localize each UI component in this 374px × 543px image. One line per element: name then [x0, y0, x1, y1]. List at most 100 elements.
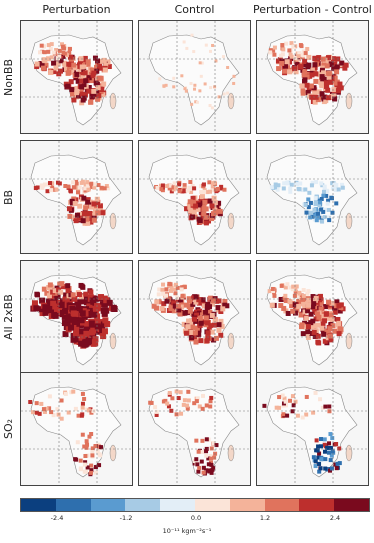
- map-cell: [211, 441, 216, 446]
- map-cell: [173, 185, 178, 190]
- map-cell: [325, 445, 330, 450]
- map-cell: [87, 210, 93, 216]
- map-cell: [200, 61, 204, 65]
- map-cell: [87, 434, 92, 439]
- map-cell: [74, 299, 81, 306]
- map-cell: [300, 415, 305, 420]
- map-cell: [316, 89, 322, 95]
- map-cell: [334, 201, 339, 206]
- map-cell: [316, 444, 321, 449]
- map-cell: [62, 62, 68, 68]
- map-cell: [310, 180, 315, 185]
- map-cell: [50, 289, 56, 295]
- map-cell: [157, 287, 162, 292]
- map-cell: [281, 186, 286, 191]
- map-cell: [208, 295, 214, 301]
- map-cell: [207, 469, 212, 474]
- map-cell: [163, 398, 168, 403]
- map-cell: [326, 74, 332, 80]
- map-cell: [326, 55, 332, 61]
- map-cell: [201, 470, 206, 475]
- map-cell: [89, 297, 96, 304]
- map-cell: [187, 199, 193, 205]
- map-cell: [299, 44, 304, 49]
- map-cell: [71, 389, 76, 394]
- map-cell: [322, 94, 328, 100]
- map-cell: [321, 193, 326, 198]
- map-cell: [48, 181, 53, 186]
- map-cell: [207, 198, 213, 204]
- map-cell: [318, 466, 323, 471]
- map-cell: [323, 404, 328, 409]
- map-cell: [83, 182, 88, 187]
- map-cell: [203, 468, 208, 473]
- map-cell: [40, 65, 46, 71]
- map-cell: [46, 293, 52, 299]
- map-cell: [84, 439, 89, 444]
- map-cell: [293, 69, 299, 75]
- map-cell: [173, 282, 178, 287]
- map-cell: [73, 331, 80, 338]
- map-cell: [340, 182, 345, 187]
- map-cell: [305, 89, 311, 95]
- map-cell: [179, 411, 184, 416]
- map-cell: [96, 75, 102, 81]
- map-cell: [192, 186, 197, 191]
- map-cell: [89, 204, 95, 210]
- continent-outline: [266, 386, 358, 478]
- map-cell: [179, 304, 185, 310]
- map-cell: [84, 445, 89, 450]
- map-cell: [70, 292, 76, 298]
- map-cell: [179, 287, 184, 292]
- map-cell: [80, 75, 86, 81]
- map-cell: [311, 301, 317, 307]
- map-cell: [41, 407, 46, 412]
- map-cell: [204, 338, 210, 344]
- map-cell: [318, 200, 323, 205]
- map-cell: [298, 181, 303, 186]
- map-cell: [189, 329, 195, 335]
- map-cell: [326, 450, 331, 455]
- map-cell: [82, 60, 88, 66]
- map-cell: [101, 301, 108, 308]
- map-cell: [72, 201, 78, 207]
- map-cell: [218, 332, 224, 338]
- map-cell: [65, 283, 71, 289]
- map-cell: [40, 185, 45, 190]
- map-cell: [207, 309, 213, 315]
- map-cell: [215, 305, 221, 311]
- map-cell: [34, 64, 40, 70]
- map-cell: [296, 298, 302, 304]
- map-cell: [160, 183, 165, 188]
- map-cell: [262, 403, 267, 408]
- map-cell: [63, 66, 69, 72]
- map-panel: [138, 372, 251, 486]
- map-cell: [318, 306, 324, 312]
- map-cell: [301, 288, 306, 293]
- map-cell: [99, 445, 104, 450]
- map-cell: [76, 320, 83, 327]
- map-cell: [93, 444, 98, 449]
- map-cell: [326, 207, 331, 212]
- map-cell: [295, 413, 300, 418]
- map-cell: [65, 46, 70, 51]
- map-cell: [314, 302, 320, 308]
- map-cell: [333, 462, 338, 467]
- map-cell: [73, 325, 80, 332]
- map-cell: [326, 71, 332, 77]
- map-cell: [63, 292, 70, 299]
- map-cell: [187, 185, 192, 190]
- map-cell: [66, 206, 72, 212]
- map-cell: [79, 180, 84, 185]
- map-cell: [304, 394, 309, 399]
- map-cell: [78, 467, 83, 472]
- map-cell: [96, 183, 101, 188]
- map-cell: [172, 85, 176, 89]
- map-cell: [88, 289, 94, 295]
- map-cell: [203, 309, 209, 315]
- map-cell: [210, 211, 216, 217]
- map-cell: [295, 182, 300, 187]
- map-cell: [281, 47, 286, 52]
- madagascar-outline: [345, 212, 353, 230]
- map-cell: [319, 444, 324, 449]
